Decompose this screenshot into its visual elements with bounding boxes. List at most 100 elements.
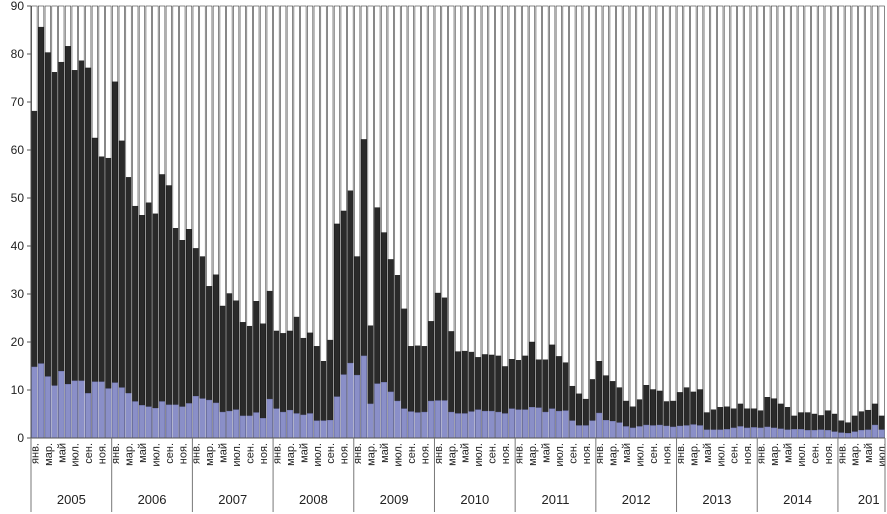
month-tick-label: сен. [487,443,499,464]
bar-outline [670,5,677,439]
bar-dark-segment [145,202,152,439]
bar-blue-segment [266,398,273,439]
bar-dark-segment [85,67,92,439]
bar-blue-segment [750,427,757,439]
bar-blue-segment [159,401,166,439]
bar-blue-segment [85,393,92,439]
y-tick-label: 60 [11,143,25,157]
bar-blue-segment [246,415,253,439]
month-tick-label: сен. [83,443,95,464]
bar-blue-segment [367,403,374,439]
bar-blue-segment [730,427,737,439]
bar-outline [569,5,576,439]
bar-outline [663,5,670,439]
bar-blue-segment [58,371,65,439]
bar-outline [710,5,717,439]
bar-outline [844,5,852,439]
bar-blue-segment [387,391,394,439]
month-tick-label: май [702,443,714,463]
month-tick-label: мар. [769,443,781,466]
month-tick-label: июл. [715,443,727,467]
bar-blue-segment [757,427,764,439]
month-tick-label: янв. [675,443,687,464]
bar-outline [871,5,878,439]
month-tick-label: мар. [285,443,297,466]
year-label: 2012 [622,492,651,507]
bar-blue-segment [313,420,320,439]
bar-blue-segment [804,430,811,439]
month-tick-label: сен. [729,443,741,464]
bar-outline [643,5,650,439]
bar-blue-segment [676,425,683,439]
year-label: 2007 [218,492,247,507]
bar-blue-segment [811,430,818,439]
year-label: 2010 [460,492,489,507]
bar-blue-segment [165,404,172,439]
bar-blue-segment [529,407,535,439]
bar-blue-segment [428,400,435,439]
month-tick-label: мар. [688,443,700,466]
bar-outline [575,5,583,439]
bar-blue-segment [851,431,858,439]
bar-blue-segment [831,431,838,439]
bar-outline [649,5,657,439]
bar-outline [750,5,757,439]
bar-dark-segment [51,72,58,439]
month-tick-label: июл. [392,443,404,467]
month-tick-label: мар. [608,443,620,466]
bar-blue-segment [280,411,287,439]
y-tick-label: 80 [11,47,25,61]
bar-blue-segment [549,408,556,439]
bar-outline [757,5,764,439]
bar-blue-segment [98,381,105,439]
bar-blue-segment [31,366,38,439]
bar-blue-segment [535,407,542,439]
bar-outline [589,5,596,439]
month-tick-label: янв. [836,443,848,464]
bar-blue-segment [186,403,192,439]
bar-outline [824,5,831,439]
month-tick-label: сен. [809,443,821,464]
bar-blue-segment [78,380,85,439]
bar-blue-segment [65,384,71,439]
bar-blue-segment [636,426,643,439]
month-tick-label: май [298,443,310,463]
bar-blue-segment [697,425,704,439]
month-tick-label: янв. [110,443,122,464]
month-tick-label: ноя. [661,443,673,464]
bar-blue-segment [663,425,670,439]
month-tick-label: мар. [527,443,539,466]
bar-dark-segment [159,174,166,439]
bar-outline [690,5,697,439]
month-tick-label: июл. [635,443,647,467]
bar-outline [656,5,663,439]
bar-blue-segment [105,388,112,439]
bar-blue-segment [623,426,630,439]
year-label: 2009 [380,492,409,507]
y-tick-label: 40 [11,239,25,253]
bar-blue-segment [609,421,616,439]
bar-blue-segment [488,410,495,439]
bar-blue-segment [138,405,145,439]
bar-blue-segment [784,429,791,439]
bar-blue-segment [333,396,340,439]
bar-blue-segment [374,383,381,439]
bar-blue-segment [602,420,609,439]
month-tick-label: ноя. [419,443,431,464]
bar-blue-segment [865,429,872,439]
month-tick-label: ноя. [500,443,512,464]
bar-blue-segment [253,412,260,439]
bar-blue-segment [434,400,441,439]
bar-blue-segment [286,409,293,439]
bar-blue-segment [381,382,387,439]
month-tick-label: янв. [29,443,41,464]
bar-outline [623,5,630,439]
bar-outline [784,5,791,439]
bar-blue-segment [576,425,583,439]
month-tick-label: май [540,443,552,463]
bar-blue-segment [354,374,361,439]
bar-blue-segment [407,411,414,439]
bar-blue-segment [838,432,845,439]
bar-blue-segment [703,429,710,439]
y-tick-label: 50 [11,191,25,205]
